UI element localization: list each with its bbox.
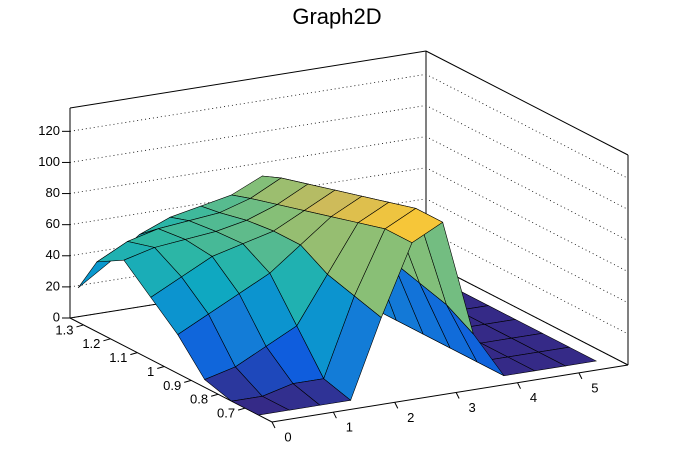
y-tick (76, 324, 84, 328)
y-tick-label: 1 (147, 364, 154, 379)
x-tick (455, 392, 460, 399)
y-tick-label: 1.2 (82, 336, 100, 351)
z-tick-label: 60 (46, 216, 60, 231)
y-tick-label: 1.1 (109, 350, 127, 365)
y-tick-label: 1.3 (55, 322, 73, 337)
grid-line (69, 105, 629, 210)
surface-cell (230, 395, 291, 416)
grid-line (69, 73, 629, 179)
y-tick (130, 352, 138, 356)
z-tick-label: 100 (38, 154, 60, 169)
x-tick (332, 411, 337, 419)
y-tick (184, 379, 192, 383)
z-tick-label: 0 (53, 309, 60, 324)
z-tick-label: 20 (46, 278, 60, 293)
box-edge (425, 260, 629, 366)
y-tick (237, 407, 246, 411)
grid-line (69, 136, 629, 241)
surface (77, 175, 598, 416)
y-tick (210, 393, 219, 397)
box-edge (425, 50, 629, 156)
x-tick-label: 0 (284, 429, 291, 444)
x-tick (271, 421, 276, 429)
x-tick-label: 2 (407, 410, 414, 425)
box-edge (271, 364, 629, 423)
y-tick (157, 366, 165, 370)
x-tick-label: 5 (591, 380, 598, 395)
box-edge (69, 50, 427, 109)
z-tick-label: 40 (46, 247, 60, 262)
x-tick (517, 382, 521, 389)
y-tick-label: 0.7 (217, 406, 235, 421)
box-front: 0 1 2 3 4 5 0.7 0.8 0.9 1 1.1 1.2 1.3 (55, 155, 629, 444)
x-tick (578, 372, 583, 380)
z-tick-label: 80 (46, 185, 60, 200)
y-tick-label: 0.8 (190, 392, 208, 407)
z-tick-label: 120 (38, 123, 60, 138)
x-tick (394, 402, 399, 409)
y-tick-label: 0.9 (163, 378, 181, 393)
chart-title: Graph2D (292, 4, 381, 29)
x-tick-label: 4 (530, 390, 537, 405)
grid-line (69, 167, 629, 273)
x-tick-label: 3 (469, 400, 476, 415)
x-tick-label: 1 (346, 420, 353, 435)
y-tick (103, 338, 111, 342)
